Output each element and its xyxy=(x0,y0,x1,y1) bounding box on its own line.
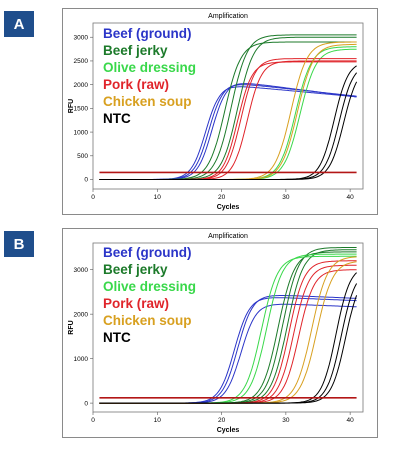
y-axis-label: RFU xyxy=(68,320,75,334)
legend-entry: NTC xyxy=(103,111,131,126)
legend-entry: Pork (raw) xyxy=(103,77,169,92)
x-axis-label: Cycles xyxy=(217,204,240,211)
amplification-curve xyxy=(99,295,358,404)
panel-label-b: B xyxy=(4,231,34,257)
y-tick-label: 0 xyxy=(84,400,88,407)
x-tick-label: 10 xyxy=(154,194,162,201)
y-tick-label: 500 xyxy=(77,153,88,160)
chart-panel-b: Amplification 0 1000 2000 3000 0 10 20 30 40 Cycle… xyxy=(62,228,378,438)
amplification-curve xyxy=(99,81,358,180)
x-tick-label: 30 xyxy=(282,194,290,201)
x-axis-label: Cycles xyxy=(217,427,240,434)
x-tick-label: 40 xyxy=(347,194,355,201)
y-tick-label: 2000 xyxy=(74,311,89,318)
legend-entry: Olive dressing xyxy=(103,60,196,75)
y-axis-label: RFU xyxy=(68,99,75,113)
x-tick-label: 0 xyxy=(91,417,95,424)
chart-panel-a: Amplification 0 500 1000 1500 2000 2500 3000 0 10… xyxy=(62,8,378,215)
chart-title: Amplification xyxy=(208,233,248,240)
y-tick-label: 3000 xyxy=(74,34,89,41)
legend-entry: Chicken soup xyxy=(103,313,192,328)
x-tick-label: 10 xyxy=(154,417,162,424)
x-tick-label: 20 xyxy=(218,417,226,424)
legend-entry: Beef jerky xyxy=(103,262,168,277)
chart-title: Amplification xyxy=(208,13,248,20)
amplification-chart-b: Amplification 0 1000 2000 3000 0 10 20 30 40 Cycle… xyxy=(68,233,364,434)
legend-entry: Beef (ground) xyxy=(103,245,192,260)
legend-entry: Beef (ground) xyxy=(103,26,192,41)
y-tick-label: 1500 xyxy=(74,106,89,113)
legend-entry: Chicken soup xyxy=(103,94,192,109)
legend-entry: Pork (raw) xyxy=(103,296,169,311)
x-tick-label: 40 xyxy=(347,417,355,424)
y-tick-label: 2500 xyxy=(74,58,89,65)
x-tick-label: 0 xyxy=(91,194,95,201)
y-tick-label: 1000 xyxy=(74,356,89,363)
legend-entry: Olive dressing xyxy=(103,279,196,294)
legend-entry: Beef jerky xyxy=(103,43,168,58)
y-tick-label: 2000 xyxy=(74,82,89,89)
x-tick-label: 20 xyxy=(218,194,226,201)
y-tick-label: 0 xyxy=(84,177,88,184)
y-tick-label: 3000 xyxy=(74,267,89,274)
amplification-chart-a: Amplification 0 500 1000 1500 2000 2500 3000 0 10… xyxy=(68,13,364,211)
legend-entry: NTC xyxy=(103,330,131,345)
x-tick-label: 30 xyxy=(282,417,290,424)
panel-label-a: A xyxy=(4,11,34,37)
y-tick-label: 1000 xyxy=(74,129,89,136)
